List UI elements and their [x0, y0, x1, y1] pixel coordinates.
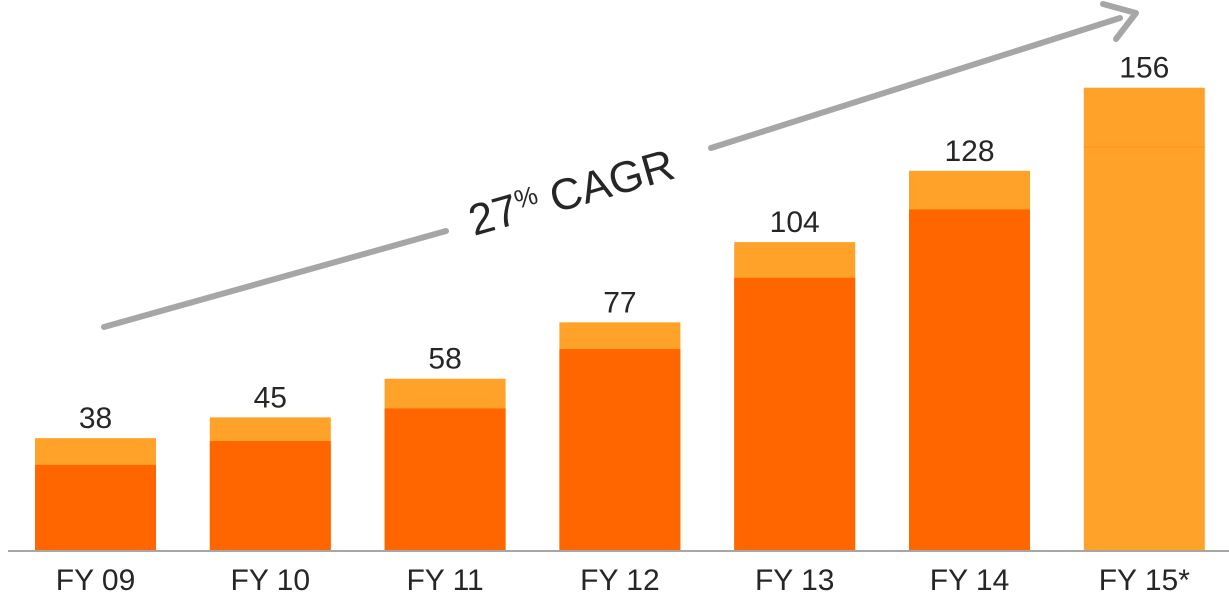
category-label-0: FY 09 — [56, 564, 136, 597]
cagr-arrow — [101, 1, 1139, 330]
value-label-0: 38 — [79, 402, 112, 435]
category-label-4: FY 13 — [755, 564, 835, 597]
bar-2 — [384, 408, 506, 551]
bar-0 — [35, 464, 156, 551]
cagr-arrow-right-segment — [708, 15, 1123, 151]
bar-4 — [734, 277, 856, 551]
category-label-5: FY 14 — [930, 564, 1010, 597]
category-label-6: FY 15* — [1099, 564, 1190, 597]
category-labels-group: FY 09 FY 10 FY 11 FY 12 FY 13 FY 14 FY 15* — [56, 564, 1190, 597]
value-label-2: 58 — [428, 343, 461, 376]
bar-cap-6 — [1083, 87, 1205, 552]
category-label-3: FY 12 — [580, 564, 660, 597]
cagr-arrow-left-segment — [101, 228, 449, 330]
category-label-2: FY 11 — [406, 564, 483, 597]
bar-1 — [209, 441, 331, 551]
value-label-3: 77 — [603, 286, 636, 319]
value-label-4: 104 — [770, 206, 820, 239]
cagr-arrow-head — [1100, 1, 1139, 42]
bar-3 — [559, 349, 681, 551]
value-label-1: 45 — [254, 381, 287, 414]
cagr-label: CAGR — [544, 140, 680, 222]
bar-5 — [909, 209, 1030, 551]
cagr-annotation: 27%CAGR — [463, 140, 680, 245]
value-labels-group: 38 45 58 77 104 128 156 — [79, 52, 1170, 435]
category-label-1: FY 10 — [231, 564, 311, 597]
bars-group — [35, 87, 1205, 552]
value-label-5: 128 — [944, 135, 994, 168]
value-label-6: 156 — [1119, 52, 1169, 85]
